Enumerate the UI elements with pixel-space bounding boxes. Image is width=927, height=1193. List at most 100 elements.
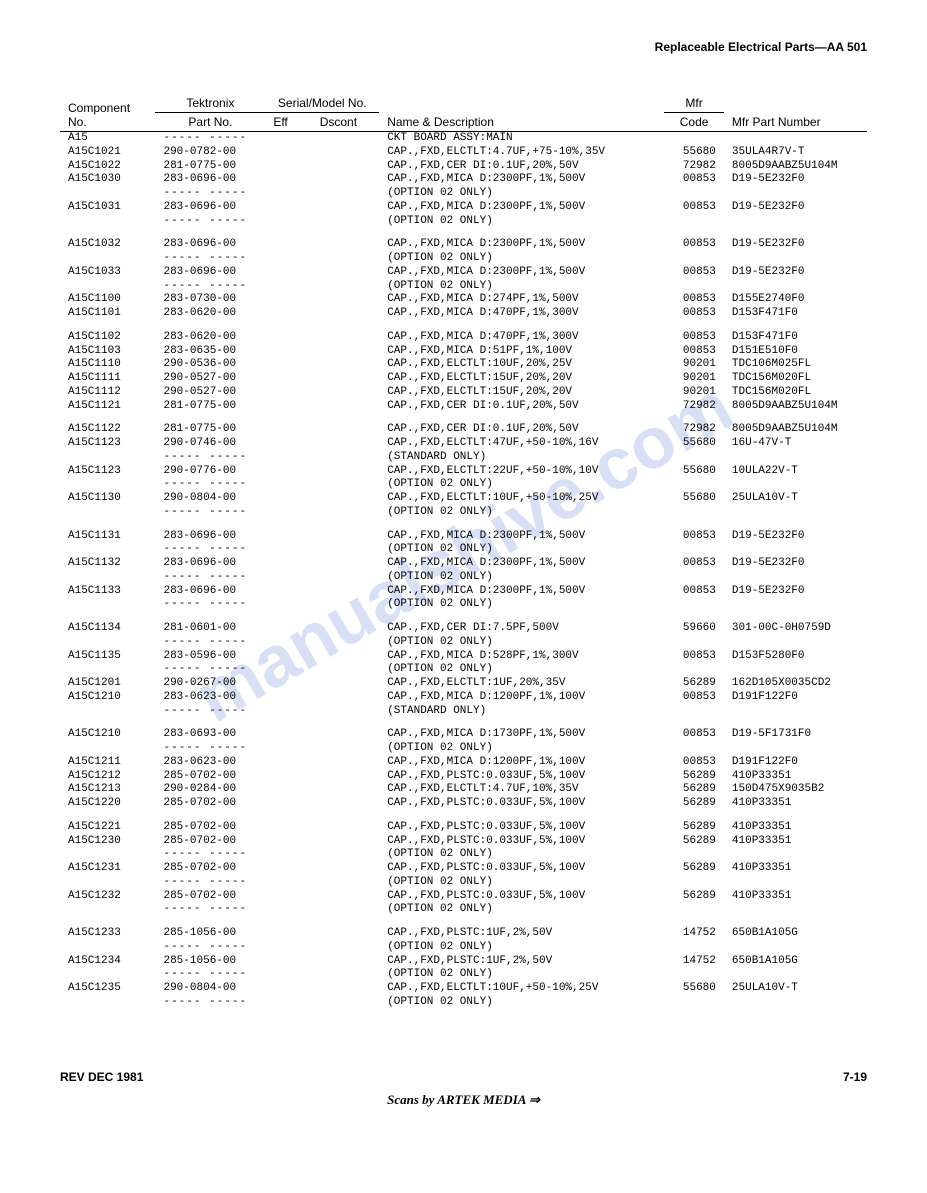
col-description: Name & Description [379,94,664,132]
cell-eff [265,848,311,862]
cell-desc: CAP.,FXD,MICA D:2300PF,1%,500V [379,585,664,599]
cell-part: 285-0702-00 [155,890,265,904]
cell-part: 281-0601-00 [155,622,265,636]
cell-mfrpart: 25ULA10V-T [724,492,867,506]
cell-component [60,848,155,862]
table-row: A15C1132283-0696-00CAP.,FXD,MICA D:2300P… [60,557,867,571]
cell-dscont [312,876,379,890]
cell-code [664,451,724,465]
cell-dscont [312,742,379,756]
col-dscont: Dscont [312,113,379,132]
cell-part: 290-0782-00 [155,146,265,160]
cell-desc: (OPTION 02 ONLY) [379,187,664,201]
cell-mfrpart [724,598,867,612]
cell-eff [265,663,311,677]
cell-code: 00853 [664,173,724,187]
cell-component: A15C1135 [60,650,155,664]
cell-code: 00853 [664,331,724,345]
cell-component: A15C1123 [60,465,155,479]
cell-mfrpart [724,478,867,492]
cell-desc: CAP.,FXD,ELCTLT:47UF,+50-10%,16V [379,437,664,451]
cell-component: A15C1134 [60,622,155,636]
cell-dscont [312,266,379,280]
table-row: A15C1033283-0696-00CAP.,FXD,MICA D:2300P… [60,266,867,280]
cell-eff [265,927,311,941]
parts-table-container: manualshive.com Component No. Tektronix … [60,94,867,1010]
table-row: ----- -----(OPTION 02 ONLY) [60,996,867,1010]
cell-desc: CAP.,FXD,ELCTLT:15UF,20%,20V [379,386,664,400]
cell-component [60,451,155,465]
cell-component: A15C1112 [60,386,155,400]
cell-component [60,876,155,890]
footer-rev: REV DEC 1981 [60,1070,143,1084]
cell-dscont [312,996,379,1010]
cell-dscont [312,636,379,650]
cell-code [664,280,724,294]
cell-eff [265,571,311,585]
cell-code: 00853 [664,728,724,742]
cell-desc: CAP.,FXD,MICA D:1730PF,1%,500V [379,728,664,742]
table-row: A15C1112290-0527-00CAP.,FXD,ELCTLT:15UF,… [60,386,867,400]
table-row: A15C1101283-0620-00CAP.,FXD,MICA D:470PF… [60,307,867,321]
cell-component [60,571,155,585]
cell-part: 283-0696-00 [155,530,265,544]
cell-mfrpart: 150D475X9035B2 [724,783,867,797]
cell-desc: CAP.,FXD,PLSTC:1UF,2%,50V [379,927,664,941]
table-row: A15C1130290-0804-00CAP.,FXD,ELCTLT:10UF,… [60,492,867,506]
cell-code [664,215,724,229]
cell-component: A15C1031 [60,201,155,215]
cell-dscont [312,358,379,372]
cell-eff [265,821,311,835]
cell-desc: CAP.,FXD,PLSTC:0.033UF,5%,100V [379,890,664,904]
cell-mfrpart: D19-5F1731F0 [724,728,867,742]
cell-code [664,132,724,146]
cell-mfrpart: D191F122F0 [724,691,867,705]
cell-mfrpart: 8005D9AABZ5U104M [724,160,867,174]
cell-mfrpart: D19-5E232F0 [724,201,867,215]
cell-component: A15C1231 [60,862,155,876]
cell-desc: CAP.,FXD,ELCTLT:22UF,+50-10%,10V [379,465,664,479]
cell-dscont [312,622,379,636]
cell-dscont [312,478,379,492]
cell-eff [265,215,311,229]
cell-code [664,968,724,982]
cell-part: 283-0635-00 [155,345,265,359]
cell-component [60,941,155,955]
cell-eff [265,173,311,187]
cell-eff [265,756,311,770]
cell-dscont [312,835,379,849]
cell-code: 90201 [664,372,724,386]
col-tek-prefix: Tektronix [155,94,265,113]
cell-component [60,543,155,557]
table-row: ----- -----(STANDARD ONLY) [60,705,867,719]
cell-code: 00853 [664,756,724,770]
cell-mfrpart [724,571,867,585]
cell-mfrpart: 410P33351 [724,797,867,811]
table-row: A15C1133283-0696-00CAP.,FXD,MICA D:2300P… [60,585,867,599]
cell-dscont [312,890,379,904]
table-row: A15C1031283-0696-00CAP.,FXD,MICA D:2300P… [60,201,867,215]
cell-mfrpart: D153F471F0 [724,331,867,345]
cell-code: 00853 [664,307,724,321]
cell-dscont [312,201,379,215]
table-row: ----- -----(OPTION 02 ONLY) [60,968,867,982]
document-header: Replaceable Electrical Parts—AA 501 [60,40,867,54]
cell-eff [265,890,311,904]
cell-dscont [312,280,379,294]
cell-mfrpart: 16U-47V-T [724,437,867,451]
table-row: A15C1221285-0702-00CAP.,FXD,PLSTC:0.033U… [60,821,867,835]
cell-part: 281-0775-00 [155,160,265,174]
cell-part: ----- ----- [155,506,265,520]
table-row: A15C1100283-0730-00CAP.,FXD,MICA D:274PF… [60,293,867,307]
cell-mfrpart: 8005D9AABZ5U104M [724,400,867,414]
cell-mfrpart [724,742,867,756]
cell-component [60,636,155,650]
cell-dscont [312,173,379,187]
cell-dscont [312,903,379,917]
cell-eff [265,358,311,372]
cell-mfrpart [724,876,867,890]
cell-desc: CAP.,FXD,CER DI:0.1UF,20%,50V [379,160,664,174]
cell-mfrpart [724,705,867,719]
cell-code: 55680 [664,437,724,451]
cell-eff [265,492,311,506]
